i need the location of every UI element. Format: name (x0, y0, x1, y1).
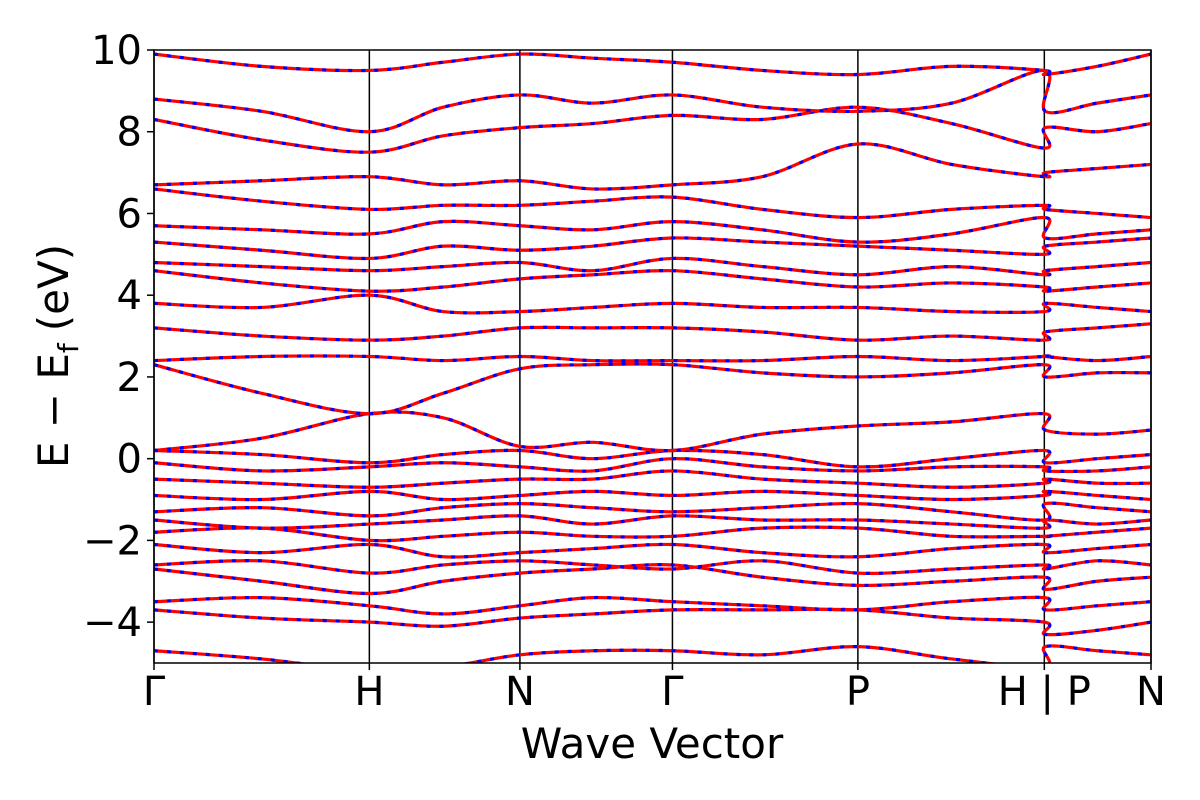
x-tick-label: N (1136, 669, 1166, 715)
band-line (154, 559, 1151, 575)
x-tick-label: Γ (661, 669, 684, 715)
ticks: −4 −2 0 2 4 6 8 10 Γ H N Γ P H | P N (83, 28, 1166, 715)
x-tick-label: H | P (998, 669, 1091, 715)
y-tick-label: 2 (117, 355, 142, 401)
band-line (154, 293, 1151, 315)
plot-frame (153, 49, 1152, 664)
band-line (154, 469, 1151, 489)
band-line-dashed (154, 52, 1151, 77)
band-line (154, 68, 1151, 134)
band-line-dashed (154, 448, 1151, 469)
band-line (154, 52, 1151, 77)
band-line-dashed (154, 142, 1151, 191)
band-line (154, 236, 1151, 261)
band-line-dashed (154, 362, 1151, 416)
band-line-dashed (154, 268, 1151, 293)
band-line-dashed (154, 559, 1151, 575)
band-line-dashed (154, 293, 1151, 315)
x-axis-label: Wave Vector (521, 719, 784, 768)
band-line (154, 362, 1151, 416)
band-line (154, 322, 1151, 342)
y-tick-label: 8 (117, 110, 142, 156)
band-line (154, 142, 1151, 191)
band-line-dashed (154, 644, 1151, 663)
band-line-dashed (154, 187, 1151, 220)
x-tick-label: Γ (143, 669, 166, 715)
band-line (154, 644, 1151, 663)
y-tick-label: −4 (83, 600, 142, 646)
band-line (154, 501, 1151, 522)
band-line (154, 105, 1151, 154)
band-line-dashed (154, 514, 1151, 530)
band-line (154, 489, 1151, 502)
y-tick-label: 0 (117, 437, 142, 483)
y-label-unit: (eV) (29, 244, 78, 331)
band-line-dashed (154, 215, 1151, 244)
band-line-dashed (154, 595, 1151, 616)
band-line (154, 256, 1151, 277)
x-tick-label: P (846, 669, 870, 715)
band-line-dashed (154, 607, 1151, 637)
band-line (154, 607, 1151, 637)
y-tick-label: 6 (117, 191, 142, 237)
band-line (154, 448, 1151, 469)
band-line (154, 542, 1151, 559)
bands (154, 52, 1151, 663)
y-tick-label: 10 (91, 28, 142, 74)
band-line-dashed (154, 68, 1151, 134)
band-line-dashed (154, 542, 1151, 559)
band-line (154, 187, 1151, 220)
y-label-sub: f (52, 342, 85, 353)
y-axis-label: E − Ef (eV) (29, 244, 85, 468)
band-line (154, 268, 1151, 293)
y-tick-label: −2 (83, 518, 142, 564)
x-tick-label: H (354, 669, 384, 715)
band-line-dashed (154, 354, 1151, 363)
band-line (154, 457, 1151, 474)
x-tick-label: N (505, 669, 535, 715)
band-line (154, 525, 1151, 543)
y-label-main: E − E (29, 353, 78, 468)
y-tick-label: 4 (117, 273, 142, 319)
band-line-dashed (154, 236, 1151, 261)
band-line-dashed (154, 410, 1151, 453)
